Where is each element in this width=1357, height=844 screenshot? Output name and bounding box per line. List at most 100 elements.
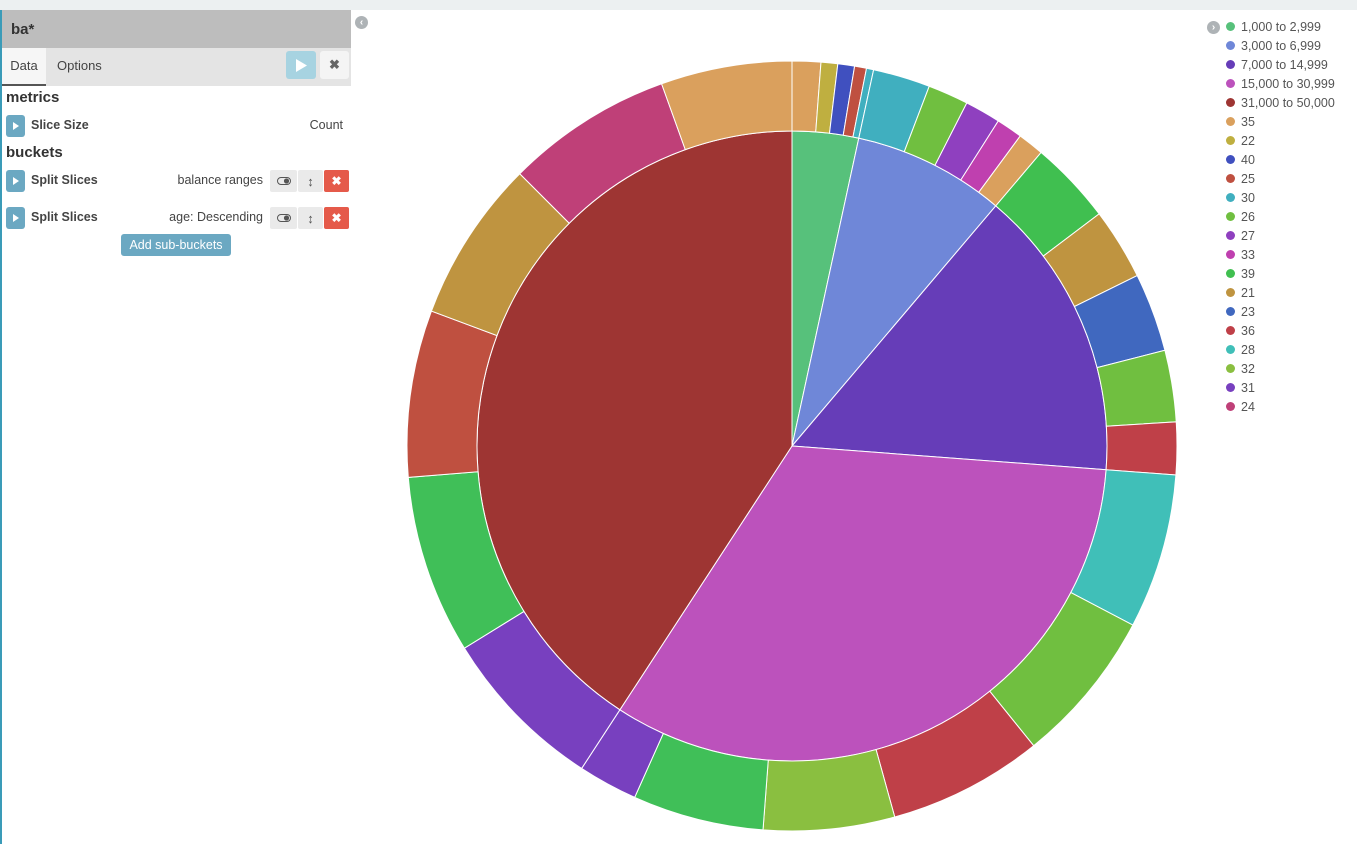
legend-swatch <box>1226 22 1235 31</box>
legend-swatch <box>1226 136 1235 145</box>
bucket-value: balance ranges <box>177 173 263 187</box>
legend-swatch <box>1226 231 1235 240</box>
legend-swatch <box>1226 288 1235 297</box>
legend-label: 33 <box>1241 247 1255 262</box>
caret-right-icon[interactable] <box>6 115 25 137</box>
legend-item[interactable]: 25 <box>1226 169 1335 188</box>
legend-swatch <box>1226 345 1235 354</box>
legend-item[interactable]: 15,000 to 30,999 <box>1226 74 1335 93</box>
tab-options[interactable]: Options <box>57 58 102 73</box>
legend-label: 7,000 to 14,999 <box>1241 57 1328 72</box>
toggle-icon[interactable] <box>270 170 297 192</box>
legend-swatch <box>1226 364 1235 373</box>
bucket-label: Split Slices <box>31 173 98 187</box>
legend-label: 15,000 to 30,999 <box>1241 76 1335 91</box>
legend-swatch <box>1226 250 1235 259</box>
bucket-value: age: Descending <box>169 210 263 224</box>
legend-item[interactable]: 32 <box>1226 359 1335 378</box>
legend-item[interactable]: 40 <box>1226 150 1335 169</box>
metric-row[interactable]: Slice Size Count <box>6 115 349 137</box>
legend-label: 25 <box>1241 171 1255 186</box>
outer-slice[interactable] <box>762 748 896 832</box>
legend-label: 27 <box>1241 228 1255 243</box>
legend-label: 30 <box>1241 190 1255 205</box>
legend-swatch <box>1226 402 1235 411</box>
legend-label: 35 <box>1241 114 1255 129</box>
legend-item[interactable]: 31 <box>1226 378 1335 397</box>
legend-item[interactable]: 22 <box>1226 131 1335 150</box>
legend-swatch <box>1226 326 1235 335</box>
bucket-row[interactable]: Split Slices balance ranges ↕ ✖ <box>6 170 349 192</box>
editor-sidebar: ba* Data Options ✖ metrics Slice Size Co… <box>2 10 351 844</box>
legend-label: 36 <box>1241 323 1255 338</box>
legend-label: 26 <box>1241 209 1255 224</box>
sidebar-tabs: Data Options ✖ <box>2 48 351 86</box>
close-icon: ✖ <box>329 57 340 72</box>
legend-item[interactable]: 35 <box>1226 112 1335 131</box>
legend-item[interactable]: 28 <box>1226 340 1335 359</box>
toggle-icon[interactable] <box>270 207 297 229</box>
legend-item[interactable]: 33 <box>1226 245 1335 264</box>
move-icon[interactable]: ↕ <box>298 170 323 192</box>
chart-legend: 1,000 to 2,999 3,000 to 6,999 7,000 to 14,… <box>1226 17 1335 416</box>
legend-item[interactable]: 1,000 to 2,999 <box>1226 17 1335 36</box>
legend-item[interactable]: 3,000 to 6,999 <box>1226 36 1335 55</box>
legend-item[interactable]: 21 <box>1226 283 1335 302</box>
legend-swatch <box>1226 269 1235 278</box>
legend-label: 31,000 to 50,000 <box>1241 95 1335 110</box>
legend-item[interactable]: 36 <box>1226 321 1335 340</box>
legend-item[interactable]: 39 <box>1226 264 1335 283</box>
metrics-heading: metrics <box>6 89 60 106</box>
discard-button[interactable]: ✖ <box>320 51 349 79</box>
caret-right-icon[interactable] <box>6 170 25 192</box>
legend-item[interactable]: 27 <box>1226 226 1335 245</box>
legend-swatch <box>1226 117 1235 126</box>
caret-right-icon[interactable] <box>6 207 25 229</box>
legend-swatch <box>1226 41 1235 50</box>
toggle-legend-icon[interactable]: › <box>1207 21 1220 34</box>
legend-item[interactable]: 30 <box>1226 188 1335 207</box>
legend-item[interactable]: 24 <box>1226 397 1335 416</box>
legend-item[interactable]: 31,000 to 50,000 <box>1226 93 1335 112</box>
add-sub-buckets-button[interactable]: Add sub-buckets <box>121 234 231 256</box>
legend-label: 39 <box>1241 266 1255 281</box>
legend-swatch <box>1226 383 1235 392</box>
legend-swatch <box>1226 98 1235 107</box>
legend-swatch <box>1226 193 1235 202</box>
legend-item[interactable]: 23 <box>1226 302 1335 321</box>
remove-icon[interactable]: ✖ <box>324 207 349 229</box>
left-border <box>0 10 2 844</box>
legend-label: 31 <box>1241 380 1255 395</box>
metric-value: Count <box>309 118 343 132</box>
legend-swatch <box>1226 60 1235 69</box>
legend-label: 21 <box>1241 285 1255 300</box>
legend-item[interactable]: 7,000 to 14,999 <box>1226 55 1335 74</box>
legend-swatch <box>1226 212 1235 221</box>
legend-label: 24 <box>1241 399 1255 414</box>
legend-swatch <box>1226 307 1235 316</box>
legend-label: 3,000 to 6,999 <box>1241 38 1321 53</box>
bucket-label: Split Slices <box>31 210 98 224</box>
legend-item[interactable]: 26 <box>1226 207 1335 226</box>
metric-label: Slice Size <box>31 118 89 132</box>
legend-label: 32 <box>1241 361 1255 376</box>
collapse-sidebar-icon[interactable]: ‹ <box>355 16 368 29</box>
move-icon[interactable]: ↕ <box>298 207 323 229</box>
legend-label: 1,000 to 2,999 <box>1241 19 1321 34</box>
buckets-heading: buckets <box>6 144 63 161</box>
legend-swatch <box>1226 79 1235 88</box>
outer-slice[interactable] <box>1105 421 1178 476</box>
legend-swatch <box>1226 174 1235 183</box>
legend-swatch <box>1226 155 1235 164</box>
bucket-row[interactable]: Split Slices age: Descending ↕ ✖ <box>6 207 349 229</box>
legend-label: 22 <box>1241 133 1255 148</box>
legend-label: 28 <box>1241 342 1255 357</box>
top-strip <box>0 0 1357 10</box>
sidebar-title: ba* <box>2 10 351 48</box>
tab-data[interactable]: Data <box>2 48 46 86</box>
outer-slice[interactable] <box>660 60 793 151</box>
play-icon <box>296 58 307 72</box>
apply-button[interactable] <box>286 51 316 79</box>
remove-icon[interactable]: ✖ <box>324 170 349 192</box>
